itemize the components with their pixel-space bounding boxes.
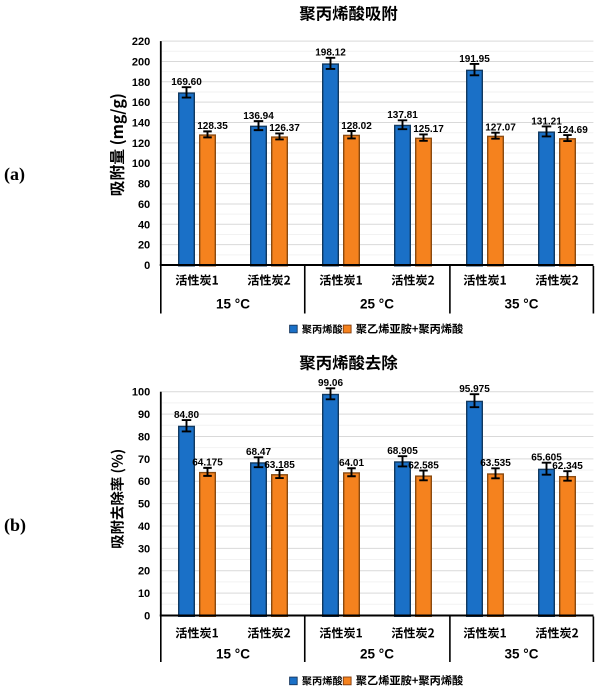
svg-text:136.94: 136.94 (243, 111, 274, 122)
svg-text:63.535: 63.535 (480, 458, 511, 469)
svg-text:30: 30 (138, 543, 150, 555)
svg-text:60: 60 (138, 476, 150, 488)
svg-text:64.01: 64.01 (339, 458, 364, 469)
svg-text:10: 10 (138, 588, 150, 600)
svg-text:0: 0 (144, 260, 150, 272)
svg-text:127.07: 127.07 (485, 122, 516, 133)
svg-text:124.69: 124.69 (557, 125, 588, 136)
svg-text:160: 160 (132, 97, 150, 109)
svg-text:70: 70 (138, 454, 150, 466)
svg-text:50: 50 (138, 499, 150, 511)
svg-text:65.605: 65.605 (531, 452, 562, 463)
svg-text:169.60: 169.60 (171, 77, 202, 88)
svg-text:15 °C: 15 °C (216, 647, 250, 662)
svg-text:220: 220 (132, 36, 150, 48)
svg-text:60: 60 (138, 199, 150, 211)
svg-text:64.175: 64.175 (192, 458, 223, 469)
svg-text:25 °C: 25 °C (360, 297, 394, 312)
svg-text:0: 0 (144, 611, 150, 623)
svg-text:99.06: 99.06 (318, 378, 343, 389)
svg-text:40: 40 (138, 521, 150, 533)
svg-text:40: 40 (138, 219, 150, 231)
svg-text:15 °C: 15 °C (216, 297, 250, 312)
svg-text:80: 80 (138, 431, 150, 443)
svg-text:(b): (b) (4, 515, 26, 536)
svg-text:63.185: 63.185 (264, 460, 295, 471)
svg-text:20: 20 (138, 566, 150, 578)
svg-text:20: 20 (138, 240, 150, 252)
svg-text:125.17: 125.17 (413, 124, 444, 135)
svg-text:25 °C: 25 °C (360, 647, 394, 662)
svg-text:128.35: 128.35 (197, 121, 228, 132)
svg-text:198.12: 198.12 (315, 48, 346, 59)
svg-text:95.975: 95.975 (459, 384, 490, 395)
svg-text:35 °C: 35 °C (505, 647, 539, 662)
svg-text:(a): (a) (4, 164, 25, 185)
svg-text:191.95: 191.95 (459, 54, 490, 65)
svg-text:62.345: 62.345 (552, 461, 583, 472)
svg-text:68.905: 68.905 (387, 446, 418, 457)
svg-text:128.02: 128.02 (341, 121, 372, 132)
svg-text:180: 180 (132, 77, 150, 89)
svg-text:80: 80 (138, 179, 150, 191)
svg-text:100: 100 (132, 387, 150, 399)
svg-text:68.47: 68.47 (246, 447, 271, 458)
svg-text:100: 100 (132, 158, 150, 170)
svg-text:90: 90 (138, 409, 150, 421)
svg-text:62.585: 62.585 (408, 460, 439, 471)
svg-text:126.37: 126.37 (269, 123, 300, 134)
svg-text:140: 140 (132, 118, 150, 130)
svg-text:84.80: 84.80 (174, 410, 199, 421)
svg-text:131.21: 131.21 (531, 116, 562, 127)
svg-text:35 °C: 35 °C (505, 297, 539, 312)
svg-text:137.81: 137.81 (387, 110, 418, 121)
svg-text:200: 200 (132, 56, 150, 68)
svg-text:120: 120 (132, 138, 150, 150)
